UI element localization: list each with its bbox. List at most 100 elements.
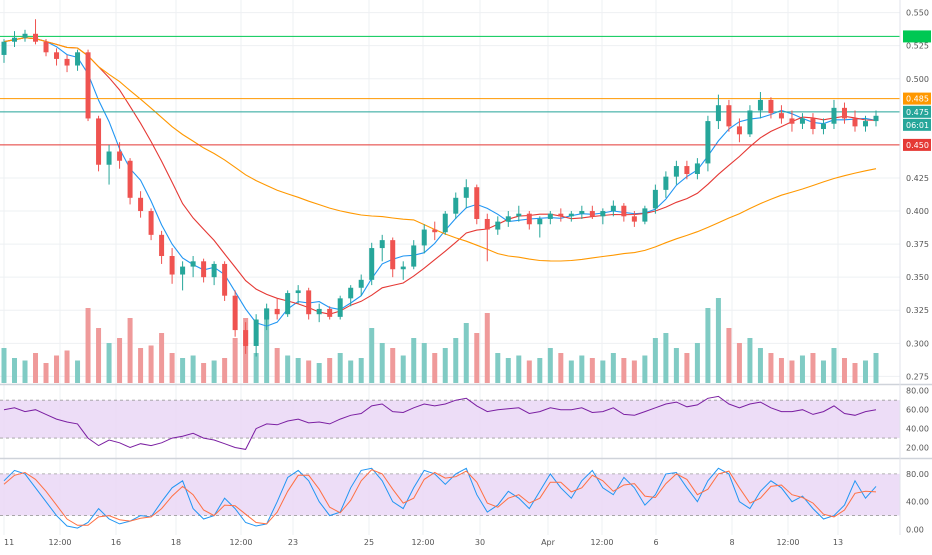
candle-body[interactable] bbox=[138, 197, 144, 212]
candle-body[interactable] bbox=[862, 121, 868, 127]
candle-body[interactable] bbox=[799, 118, 805, 124]
candle-body[interactable] bbox=[453, 197, 459, 214]
candle-body[interactable] bbox=[631, 216, 637, 222]
candle-body[interactable] bbox=[232, 295, 238, 331]
candle-body[interactable] bbox=[211, 263, 217, 278]
candle-body[interactable] bbox=[852, 118, 858, 127]
volume-bar bbox=[421, 343, 427, 383]
stochastic-pane[interactable] bbox=[0, 467, 900, 529]
volume-bar bbox=[274, 348, 280, 383]
candle-body[interactable] bbox=[379, 240, 385, 249]
candle-body[interactable] bbox=[537, 218, 543, 225]
candle-body[interactable] bbox=[600, 211, 606, 217]
candle-body[interactable] bbox=[159, 234, 165, 257]
candle-body[interactable] bbox=[873, 115, 879, 122]
candle-body[interactable] bbox=[327, 308, 333, 317]
candle-body[interactable] bbox=[127, 160, 133, 198]
candle-body[interactable] bbox=[12, 37, 18, 42]
candle-body[interactable] bbox=[306, 290, 312, 315]
candle-body[interactable] bbox=[474, 187, 480, 219]
candle-body[interactable] bbox=[180, 266, 186, 275]
candle-body[interactable] bbox=[547, 213, 553, 219]
red-level-tag: 0.450 bbox=[906, 141, 929, 150]
candle-body[interactable] bbox=[411, 245, 417, 267]
candle-body[interactable] bbox=[726, 105, 732, 127]
candle-body[interactable] bbox=[75, 52, 81, 66]
candle-body[interactable] bbox=[621, 205, 627, 217]
candle-body[interactable] bbox=[274, 308, 280, 315]
candle-body[interactable] bbox=[831, 107, 837, 124]
volume-bar bbox=[253, 353, 259, 383]
candle-body[interactable] bbox=[358, 279, 364, 288]
candle-body[interactable] bbox=[295, 290, 301, 294]
candle-body[interactable] bbox=[432, 229, 438, 233]
candle-body[interactable] bbox=[463, 187, 469, 198]
candle-body[interactable] bbox=[495, 221, 501, 230]
candle-body[interactable] bbox=[715, 105, 721, 122]
candle-body[interactable] bbox=[222, 263, 228, 296]
candle-body[interactable] bbox=[526, 213, 532, 225]
candle-body[interactable] bbox=[652, 189, 658, 209]
candle-body[interactable] bbox=[747, 110, 753, 135]
candle-body[interactable] bbox=[337, 298, 343, 317]
candle-body[interactable] bbox=[85, 52, 91, 119]
rsi-tick-label: 60.00 bbox=[906, 406, 929, 415]
candle-body[interactable] bbox=[505, 216, 511, 222]
candle-body[interactable] bbox=[663, 176, 669, 190]
candle-body[interactable] bbox=[33, 33, 39, 42]
candle-body[interactable] bbox=[190, 261, 196, 267]
candle-body[interactable] bbox=[253, 319, 259, 346]
candle-body[interactable] bbox=[148, 211, 154, 235]
candle-body[interactable] bbox=[390, 240, 396, 270]
rsi-pane[interactable] bbox=[0, 395, 900, 450]
candle-body[interactable] bbox=[106, 151, 112, 165]
candle-body[interactable] bbox=[369, 248, 375, 280]
volume-bar bbox=[600, 360, 606, 383]
candle-body[interactable] bbox=[694, 163, 700, 174]
candle-body[interactable] bbox=[820, 123, 826, 130]
price-pane[interactable] bbox=[0, 19, 900, 383]
candle-body[interactable] bbox=[810, 118, 816, 130]
candle-body[interactable] bbox=[117, 151, 123, 161]
candle-body[interactable] bbox=[768, 99, 774, 114]
candle-body[interactable] bbox=[243, 330, 249, 346]
candle-body[interactable] bbox=[400, 266, 406, 270]
volume-bar bbox=[474, 333, 480, 383]
candle-body[interactable] bbox=[64, 58, 70, 66]
candle-body[interactable] bbox=[705, 121, 711, 164]
candle-body[interactable] bbox=[316, 308, 322, 315]
candle-body[interactable] bbox=[568, 213, 574, 217]
candle-body[interactable] bbox=[169, 256, 175, 275]
candle-body[interactable] bbox=[43, 41, 49, 53]
candle-body[interactable] bbox=[516, 213, 522, 217]
volume-bar bbox=[148, 345, 154, 383]
candle-body[interactable] bbox=[736, 126, 742, 135]
moving-average-line-medium bbox=[3, 37, 877, 315]
volume-bar bbox=[715, 298, 721, 383]
candle-body[interactable] bbox=[285, 293, 291, 315]
candle-body[interactable] bbox=[778, 113, 784, 119]
candle-body[interactable] bbox=[579, 211, 585, 214]
candle-body[interactable] bbox=[789, 118, 795, 124]
candle-body[interactable] bbox=[484, 218, 490, 230]
candle-body[interactable] bbox=[201, 261, 207, 278]
candle-body[interactable] bbox=[684, 166, 690, 174]
candle-body[interactable] bbox=[610, 205, 616, 212]
candle-body[interactable] bbox=[22, 33, 28, 38]
candle-body[interactable] bbox=[96, 118, 102, 165]
candle-body[interactable] bbox=[673, 166, 679, 177]
candle-body[interactable] bbox=[589, 211, 595, 217]
candle-body[interactable] bbox=[757, 99, 763, 111]
candle-body[interactable] bbox=[348, 287, 354, 299]
candle-body[interactable] bbox=[264, 308, 270, 320]
candle-body[interactable] bbox=[442, 213, 448, 233]
candle-body[interactable] bbox=[841, 107, 847, 119]
candle-body[interactable] bbox=[1, 41, 7, 55]
candle-body[interactable] bbox=[54, 52, 60, 59]
time-tick-label: 12:00 bbox=[590, 538, 613, 547]
candle-body[interactable] bbox=[642, 208, 648, 222]
candle-body[interactable] bbox=[421, 229, 427, 246]
candle-body[interactable] bbox=[558, 213, 564, 217]
